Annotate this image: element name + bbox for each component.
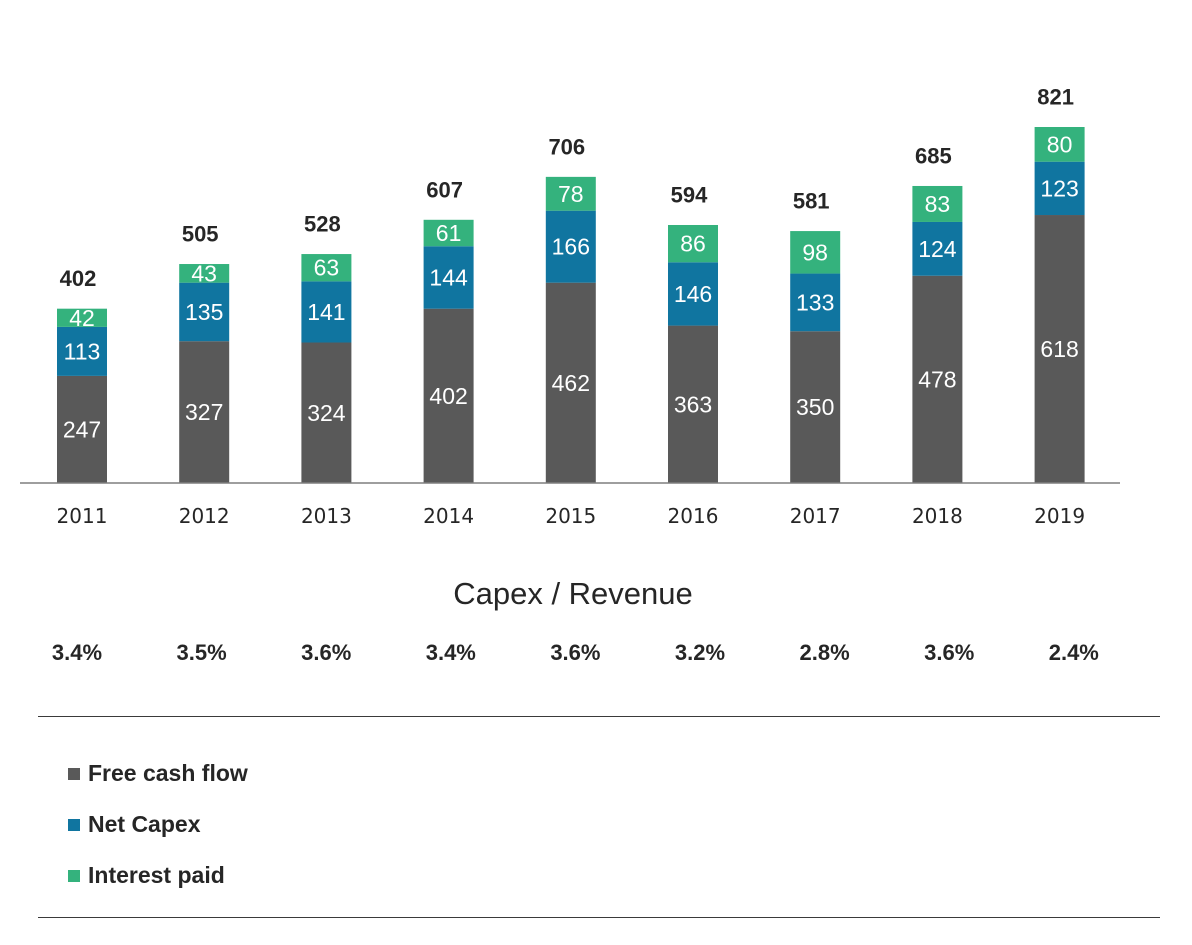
legend-item-interest-paid: Interest paid (68, 850, 248, 901)
value-label-free-cash-flow-2014: 402 (429, 383, 467, 409)
legend-label-interest-paid: Interest paid (88, 862, 225, 888)
value-label-interest-paid-2014: 61 (436, 220, 462, 246)
legend-label-net-capex: Net Capex (88, 811, 201, 837)
value-label-net-capex-2015: 166 (552, 234, 590, 260)
value-label-interest-paid-2015: 78 (558, 181, 584, 207)
value-label-net-capex-2012: 135 (185, 299, 223, 325)
bars-layer (57, 127, 1085, 483)
bar-interest-paid-2015 (545, 176, 596, 211)
value-label-net-capex-2017: 133 (796, 289, 834, 315)
value-label-net-capex-2016: 146 (674, 281, 712, 307)
bar-interest-paid-2013 (301, 254, 352, 282)
x-tick-label-2018: 2018 (912, 504, 963, 528)
bar-free-cash-flow-2012 (179, 341, 230, 483)
legend-swatch-net-capex (68, 818, 80, 831)
bar-net-capex-2016 (668, 262, 718, 326)
bar-net-capex-2015 (545, 210, 596, 283)
value-label-free-cash-flow-2011: 247 (63, 416, 101, 442)
x-tick-label-2015: 2015 (545, 504, 596, 528)
bar-interest-paid-2017 (790, 231, 841, 274)
bar-interest-paid-2018 (912, 185, 963, 222)
x-tick-label-2019: 2019 (1034, 504, 1085, 528)
x-tick-label-2017: 2017 (790, 504, 841, 528)
ratio-value-2016: 3.2% (674, 640, 726, 665)
bar-free-cash-flow-2019 (1034, 215, 1085, 483)
ratio-value-2015: 3.6% (550, 640, 601, 665)
ratio-value-2019: 2.4% (1048, 640, 1099, 665)
bar-free-cash-flow-2017 (790, 331, 841, 483)
total-label-2012: 505 (182, 222, 219, 247)
bar-interest-paid-2014 (423, 219, 474, 247)
x-tick-label-2014: 2014 (423, 504, 474, 528)
bar-interest-paid-2012 (179, 264, 230, 283)
x-tick-label-2011: 2011 (57, 504, 108, 528)
value-label-interest-paid-2016: 86 (680, 231, 706, 257)
total-label-2016: 594 (671, 182, 708, 207)
bar-net-capex-2012 (179, 282, 230, 342)
total-label-2015: 706 (548, 134, 585, 159)
bar-free-cash-flow-2013 (301, 342, 352, 483)
total-label-2018: 685 (915, 143, 952, 168)
total-label-2017: 581 (793, 189, 830, 214)
legend-label-free-cash-flow: Free cash flow (88, 760, 248, 786)
value-label-interest-paid-2017: 98 (802, 239, 828, 265)
value-label-net-capex-2019: 123 (1040, 175, 1078, 201)
value-label-net-capex-2013: 141 (307, 299, 345, 325)
bar-net-capex-2013 (301, 281, 352, 343)
value-label-interest-paid-2012: 43 (191, 260, 217, 286)
value-label-net-capex-2014: 144 (429, 264, 468, 290)
bar-interest-paid-2011 (57, 308, 107, 327)
value-label-free-cash-flow-2019: 618 (1040, 336, 1078, 362)
value-label-free-cash-flow-2015: 462 (552, 370, 590, 396)
value-label-interest-paid-2011: 42 (69, 305, 95, 331)
total-label-2013: 528 (304, 212, 341, 237)
bar-free-cash-flow-2014 (423, 308, 474, 483)
divider-bottom (38, 917, 1160, 918)
x-tick-label-2016: 2016 (668, 504, 719, 528)
value-label-interest-paid-2019: 80 (1047, 131, 1073, 157)
value-label-net-capex-2011: 113 (64, 338, 101, 364)
ratio-value-2012: 3.5% (176, 640, 227, 665)
total-label-2011: 402 (60, 266, 97, 291)
legend-swatch-free-cash-flow (68, 767, 80, 780)
ratio-title: Capex / Revenue (453, 576, 693, 611)
value-label-free-cash-flow-2017: 350 (796, 394, 834, 420)
total-label-2019: 821 (1037, 85, 1074, 110)
ratio-row: 3.4% 3.5% 3.6% 3.4% 3.6% 3.2% 2.8% 3.6% 2.4% (0, 640, 1192, 670)
x-tick-label-2012: 2012 (179, 504, 230, 528)
value-label-free-cash-flow-2012: 327 (185, 399, 223, 425)
divider-top (38, 716, 1160, 717)
bar-free-cash-flow-2015 (545, 282, 596, 483)
ratio-value-2018: 3.6% (924, 640, 975, 665)
legend: Free cash flow Net Capex Interest paid (68, 748, 248, 901)
stacked-bar-chart: 247 113 42 402 2011 327 135 43 505 2012 324 141 63 52… (20, 85, 1120, 529)
value-label-interest-paid-2018: 83 (925, 191, 951, 217)
ratio-value-2011: 3.4% (51, 640, 103, 665)
bar-net-capex-2019 (1034, 161, 1085, 216)
legend-item-free-cash-flow: Free cash flow (68, 748, 248, 799)
bar-interest-paid-2019 (1034, 127, 1085, 162)
value-label-free-cash-flow-2013: 324 (307, 400, 346, 426)
bar-interest-paid-2016 (668, 224, 718, 263)
legend-swatch-interest-paid (68, 869, 80, 882)
value-label-net-capex-2018: 124 (918, 236, 957, 262)
bar-net-capex-2011 (57, 326, 107, 376)
bar-free-cash-flow-2018 (912, 275, 963, 483)
bar-free-cash-flow-2011 (57, 375, 107, 483)
total-label-2014: 607 (426, 177, 463, 202)
bar-free-cash-flow-2016 (668, 325, 718, 483)
ratio-value-2017: 2.8% (799, 640, 850, 665)
bar-net-capex-2014 (423, 246, 474, 309)
ratio-value-2013: 3.6% (301, 640, 352, 665)
value-label-free-cash-flow-2018: 478 (918, 366, 956, 392)
value-label-free-cash-flow-2016: 363 (674, 391, 712, 417)
bar-net-capex-2018 (912, 221, 963, 276)
labels-layer: 247 113 42 402 2011 327 135 43 505 2012 324 141 63 52… (57, 85, 1086, 529)
legend-item-net-capex: Net Capex (68, 799, 248, 850)
bar-net-capex-2017 (790, 273, 841, 332)
ratio-value-2014: 3.4% (425, 640, 476, 665)
x-tick-label-2013: 2013 (301, 504, 352, 528)
value-label-interest-paid-2013: 63 (314, 255, 340, 281)
